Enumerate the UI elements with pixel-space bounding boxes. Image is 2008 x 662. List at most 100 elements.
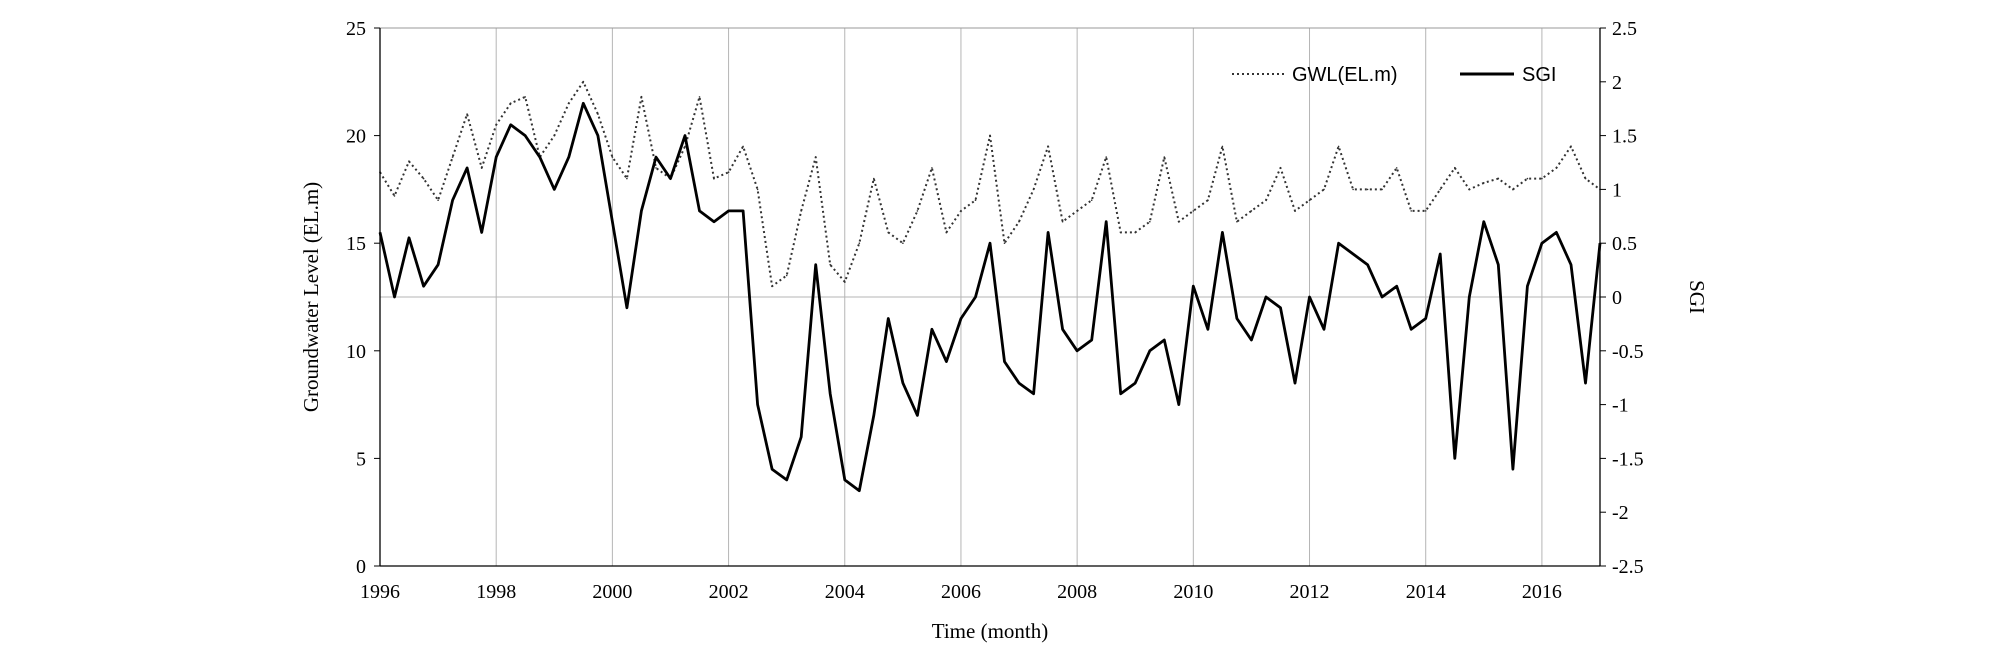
x-tick-label: 2008 (1057, 581, 1097, 603)
sgi-data-point (1454, 457, 1456, 460)
gwl-data-point (1018, 220, 1020, 223)
sgi-data-point (844, 479, 846, 481)
sgi-data-point (1090, 339, 1093, 341)
sgi-data-point (1337, 242, 1340, 244)
gwl-data-point (684, 145, 686, 148)
gwl-data-point (509, 102, 512, 105)
gwl-data-point (698, 96, 701, 98)
sgi-data-point (422, 285, 425, 288)
sgi-data-point (1003, 360, 1006, 363)
gwl-data-point (1134, 231, 1136, 234)
gwl-data-point (858, 242, 861, 244)
sgi-data-point (1047, 231, 1049, 234)
sgi-data-point (611, 220, 614, 223)
sgi-data-point (509, 124, 512, 126)
sgi-data-point (785, 479, 788, 481)
sgi-data-point (829, 393, 831, 395)
sgi-data-point (974, 296, 977, 298)
sgi-data-point (539, 156, 541, 158)
right-y-tick-label: 0.5 (1612, 233, 1637, 255)
sgi-data-point (1018, 382, 1020, 384)
sgi-data-point (1178, 403, 1180, 406)
sgi-data-point (1497, 263, 1500, 266)
sgi-data-point (553, 188, 556, 191)
right-y-tick-label: -0.5 (1612, 341, 1644, 363)
gwl-data-point (916, 210, 919, 212)
sgi-data-point (1119, 393, 1122, 395)
sgi-data-point (1541, 242, 1543, 244)
sgi-data-point (1570, 263, 1572, 266)
sgi-data-point (1134, 382, 1136, 384)
left-y-tick-label: 15 (346, 233, 366, 255)
gwl-data-point (408, 160, 410, 163)
sgi-data-point (1424, 317, 1427, 320)
sgi-data-point (1410, 328, 1412, 331)
sgi-data-point (669, 177, 672, 180)
gwl-data-point (1279, 167, 1282, 169)
gwl-data-point (785, 274, 788, 277)
gwl-series-line (379, 80, 1601, 288)
gwl-data-point (931, 167, 933, 169)
sgi-data-point (1265, 296, 1267, 298)
sgi-data-point (1250, 339, 1253, 341)
gwl-data-point (989, 134, 991, 137)
right-y-axis-title: SGI (1685, 280, 1709, 314)
left-y-tick-label: 25 (346, 18, 366, 40)
sgi-data-point (1381, 296, 1383, 298)
gwl-data-point (742, 145, 744, 148)
gwl-data-point (713, 177, 715, 180)
gwl-data-point (1410, 210, 1412, 212)
legend-sgi-label: SGI (1522, 64, 1556, 86)
gwl-data-point (1250, 210, 1253, 212)
sgi-data-point (1483, 220, 1485, 223)
left-y-axis-title: Groundwater Level (EL.m) (299, 182, 323, 412)
gwl-data-point (1061, 220, 1064, 223)
sgi-data-point (800, 436, 802, 438)
sgi-data-point (1352, 253, 1354, 255)
sgi-data-point (1323, 328, 1325, 331)
tick-labels: 1996 1998 2000 2002 2004 2006 2008 2010 2012 2014… (346, 18, 1644, 603)
sgi-data-point (1308, 296, 1311, 298)
gwl-data-point (1265, 199, 1267, 201)
sgi-data-point (960, 317, 962, 320)
gwl-data-point (1076, 210, 1078, 212)
legend-gwl-label: GWL(EL.m) (1292, 64, 1398, 86)
sgi-data-point (597, 134, 599, 137)
right-y-tick-label: -2 (1612, 502, 1629, 524)
sgi-data-point (582, 102, 585, 105)
sgi-data-point (945, 360, 948, 363)
sgi-data-point (1584, 382, 1587, 384)
sgi-data-point (916, 414, 919, 417)
sgi-data-point (408, 237, 410, 239)
x-tick-label: 2010 (1173, 581, 1213, 603)
sgi-data-point (437, 263, 439, 266)
gwl-data-point (1308, 199, 1311, 201)
sgi-data-point (742, 210, 744, 212)
gwl-data-point (582, 81, 585, 83)
sgi-data-point (1207, 328, 1209, 331)
gwl-data-point (553, 134, 556, 137)
sgi-data-point (1395, 285, 1398, 288)
series-layer (378, 80, 1602, 493)
sgi-data-point (1192, 285, 1195, 288)
gwl-data-point (771, 285, 773, 288)
right-y-tick-label: -1.5 (1612, 448, 1644, 470)
gwl-data-point (1454, 167, 1456, 169)
sgi-data-point (1512, 468, 1514, 471)
gwl-data-point (568, 102, 570, 105)
gwl-data-point (1192, 210, 1195, 212)
gwl-data-point (1221, 145, 1224, 148)
sgi-data-point (568, 156, 570, 158)
sgi-data-point (480, 231, 483, 234)
gwl-data-point (597, 113, 599, 115)
sgi-data-point (1163, 339, 1166, 341)
gwl-data-point (1439, 188, 1441, 191)
gwl-data-point (1512, 188, 1514, 191)
left-y-tick-label: 5 (356, 448, 366, 470)
left-y-tick-label: 20 (346, 126, 366, 148)
gwl-data-point (1032, 188, 1035, 191)
gwl-data-point (902, 242, 904, 244)
gwl-data-point (1236, 220, 1238, 223)
sgi-data-point (1555, 231, 1558, 234)
